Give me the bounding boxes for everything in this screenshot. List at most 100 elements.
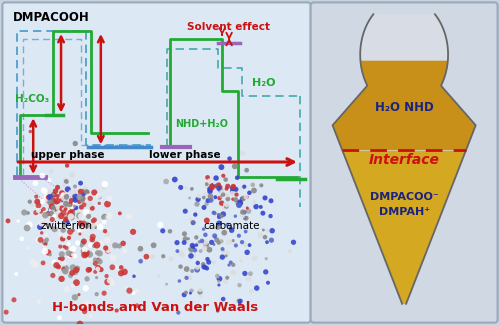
Point: [227, 260, 235, 265]
Point: [186, 275, 194, 280]
Point: [58, 214, 66, 219]
Point: [212, 184, 220, 189]
Point: [194, 197, 202, 202]
Point: [96, 224, 104, 229]
Point: [32, 262, 40, 267]
Point: [80, 196, 88, 201]
Point: [44, 189, 52, 195]
Point: [26, 129, 34, 134]
Point: [256, 232, 264, 238]
Point: [90, 190, 98, 195]
Point: [77, 221, 85, 227]
Point: [192, 242, 200, 248]
Point: [239, 185, 247, 190]
Point: [64, 207, 72, 212]
Point: [94, 193, 102, 199]
Point: [203, 218, 211, 223]
Point: [238, 197, 246, 202]
Point: [229, 186, 237, 191]
Point: [238, 210, 246, 215]
Point: [191, 248, 199, 253]
Point: [48, 227, 56, 232]
Point: [236, 298, 244, 304]
Point: [238, 240, 246, 245]
Point: [202, 240, 209, 245]
Point: [210, 210, 218, 215]
Point: [44, 223, 52, 228]
Text: H-bonds and Van der Waals: H-bonds and Van der Waals: [52, 301, 258, 314]
Point: [68, 283, 76, 289]
Point: [264, 280, 272, 285]
Point: [36, 224, 44, 229]
Point: [52, 188, 60, 194]
Point: [62, 194, 70, 199]
Point: [68, 172, 76, 177]
Point: [218, 164, 226, 170]
Point: [142, 254, 150, 259]
Point: [90, 218, 98, 223]
Point: [47, 211, 55, 216]
Point: [238, 196, 246, 201]
Point: [228, 188, 236, 193]
Point: [68, 208, 76, 213]
Point: [250, 200, 258, 205]
Point: [62, 177, 70, 182]
Point: [221, 202, 229, 207]
Point: [200, 205, 208, 210]
Point: [192, 212, 200, 217]
Point: [194, 260, 202, 266]
Point: [71, 188, 79, 193]
Point: [57, 214, 65, 219]
Point: [228, 270, 236, 275]
Point: [218, 190, 226, 195]
Point: [226, 226, 234, 231]
Point: [216, 184, 224, 189]
Point: [38, 230, 46, 236]
Point: [229, 197, 237, 202]
Point: [92, 269, 100, 274]
Point: [202, 192, 209, 198]
Point: [94, 258, 102, 263]
Point: [93, 220, 101, 226]
Point: [57, 253, 65, 258]
Point: [210, 242, 218, 247]
Point: [65, 235, 73, 240]
Point: [72, 197, 80, 202]
Point: [81, 307, 89, 312]
Point: [91, 257, 99, 262]
Point: [108, 265, 116, 270]
Point: [23, 226, 31, 231]
Point: [68, 215, 76, 220]
Point: [104, 247, 112, 253]
Point: [68, 252, 76, 257]
Point: [195, 194, 203, 199]
Point: [40, 188, 48, 193]
Point: [90, 222, 98, 227]
Point: [180, 292, 188, 297]
Point: [42, 213, 50, 218]
Point: [76, 180, 84, 186]
Point: [117, 265, 125, 270]
Point: [66, 273, 74, 278]
Point: [261, 195, 269, 201]
Point: [204, 256, 212, 262]
Point: [173, 240, 181, 245]
Point: [67, 212, 75, 217]
Point: [80, 257, 88, 262]
Point: [189, 245, 197, 250]
Point: [156, 222, 164, 227]
Point: [258, 183, 266, 188]
Point: [39, 260, 47, 266]
Point: [48, 204, 56, 209]
Point: [54, 264, 62, 269]
Point: [66, 203, 74, 208]
Point: [242, 229, 250, 234]
Point: [88, 234, 96, 239]
Point: [202, 232, 209, 238]
Point: [90, 217, 98, 223]
Point: [125, 214, 133, 219]
Point: [76, 194, 84, 200]
Point: [215, 221, 223, 226]
Point: [75, 199, 83, 204]
Point: [66, 210, 74, 215]
